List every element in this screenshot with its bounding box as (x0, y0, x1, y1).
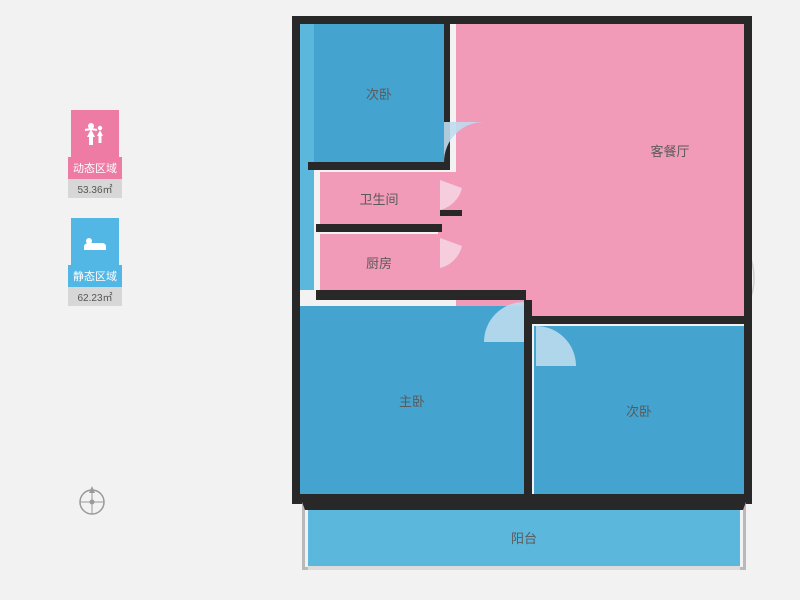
legend-value-static: 62.23㎡ (68, 287, 122, 306)
room-label: 主卧 (399, 391, 425, 410)
wall (526, 316, 748, 324)
room-bathroom: 卫生间 (320, 172, 438, 224)
balcony-sill (308, 566, 740, 570)
compass-icon (72, 480, 112, 520)
room-living-dining: 客餐厅 (456, 24, 744, 316)
room-label: 次卧 (366, 84, 392, 103)
legend-label-static: 静态区域 (68, 265, 122, 287)
wall (440, 210, 462, 216)
room-master-bedroom: 主卧 (300, 306, 524, 494)
room-label: 厨房 (366, 253, 392, 272)
room-bedroom2-top: 次卧 (314, 24, 444, 162)
room-label: 卫生间 (359, 189, 398, 208)
wall (316, 290, 526, 300)
legend-label-dynamic: 动态区域 (68, 157, 122, 179)
balcony-frame (302, 502, 746, 570)
legend-item-dynamic: 动态区域 53.36㎡ (68, 110, 122, 198)
room-label: 次卧 (626, 401, 652, 420)
room-bedroom2-bottom: 次卧 (534, 326, 744, 494)
static-strip-left (300, 24, 314, 290)
legend-value-dynamic: 53.36㎡ (68, 179, 122, 198)
people-icon (71, 110, 119, 158)
room-label: 客餐厅 (650, 141, 689, 160)
wall (444, 22, 450, 170)
wall (308, 162, 448, 170)
wall (316, 224, 442, 232)
legend: 动态区域 53.36㎡ 静态区域 62.23㎡ (68, 110, 122, 326)
floorplan: 次卧 客餐厅 卫生间 厨房 主卧 次卧 (290, 14, 758, 584)
room-kitchen: 厨房 (320, 234, 438, 290)
sleep-icon (71, 218, 119, 266)
wall (524, 300, 532, 496)
legend-item-static: 静态区域 62.23㎡ (68, 218, 122, 306)
